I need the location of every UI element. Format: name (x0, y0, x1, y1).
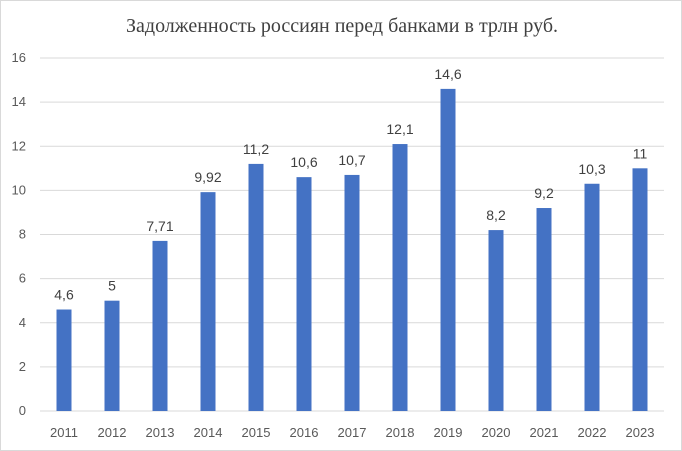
bar-2013 (152, 240, 168, 411)
x-tick-label-2023: 2023 (626, 425, 655, 440)
chart-title: Задолженность россиян перед банками в тр… (126, 15, 558, 37)
bar-2015 (248, 163, 264, 411)
bar-2018 (392, 144, 408, 411)
x-tick-label-2021: 2021 (530, 425, 559, 440)
x-tick-label-2020: 2020 (482, 425, 511, 440)
x-tick-label-2012: 2012 (98, 425, 127, 440)
bar-2020 (488, 230, 504, 411)
y-tick-label: 0 (19, 403, 26, 418)
y-tick-label: 10 (12, 182, 26, 197)
x-tick-label-2013: 2013 (146, 425, 175, 440)
y-tick-label: 14 (12, 94, 26, 109)
x-tick-label-2014: 2014 (194, 425, 223, 440)
data-label-2017: 10,7 (338, 152, 365, 168)
bar-2023 (632, 168, 648, 411)
bar-2011 (56, 309, 72, 411)
y-tick-label: 4 (19, 315, 26, 330)
data-label-2016: 10,6 (290, 154, 317, 170)
x-tick-label-2016: 2016 (290, 425, 319, 440)
data-label-2019: 14,6 (434, 66, 461, 82)
data-labels: 4,6 5 7,71 9,92 11,2 10,6 10,7 12,1 14,6 8,2 9,2 10… (54, 66, 647, 303)
bar-2016 (296, 177, 312, 411)
data-label-2013: 7,71 (146, 218, 173, 234)
x-tick-label-2018: 2018 (386, 425, 415, 440)
bar-2021 (536, 208, 552, 411)
bar-2012 (104, 300, 120, 411)
y-axis-ticks: 0 2 4 6 8 10 12 14 16 (12, 50, 26, 418)
y-tick-label: 2 (19, 359, 26, 374)
data-label-2021: 9,2 (534, 185, 554, 201)
data-label-2020: 8,2 (486, 207, 506, 223)
x-tick-label-2022: 2022 (578, 425, 607, 440)
x-axis-ticks: 2011 2012 2013 2014 2015 2016 2017 2018 2019 2020… (50, 425, 654, 440)
data-label-2018: 12,1 (386, 121, 413, 137)
data-label-2015: 11,2 (243, 141, 269, 157)
y-tick-label: 6 (19, 271, 26, 286)
x-tick-label-2019: 2019 (434, 425, 463, 440)
bar-2014 (200, 192, 216, 411)
bar-2019 (440, 88, 456, 411)
data-label-2023: 11 (633, 145, 648, 161)
x-tick-label-2011: 2011 (50, 425, 78, 440)
bars (56, 88, 648, 411)
x-tick-label-2017: 2017 (338, 425, 367, 440)
x-tick-label-2015: 2015 (242, 425, 271, 440)
data-label-2011: 4,6 (54, 287, 74, 303)
y-tick-label: 8 (19, 227, 26, 242)
data-label-2014: 9,92 (194, 169, 221, 185)
data-label-2022: 10,3 (578, 161, 605, 177)
y-tick-label: 16 (12, 50, 26, 65)
y-tick-label: 12 (12, 138, 26, 153)
bar-2017 (344, 174, 360, 411)
bar-2022 (584, 183, 600, 411)
data-label-2012: 5 (108, 278, 116, 294)
